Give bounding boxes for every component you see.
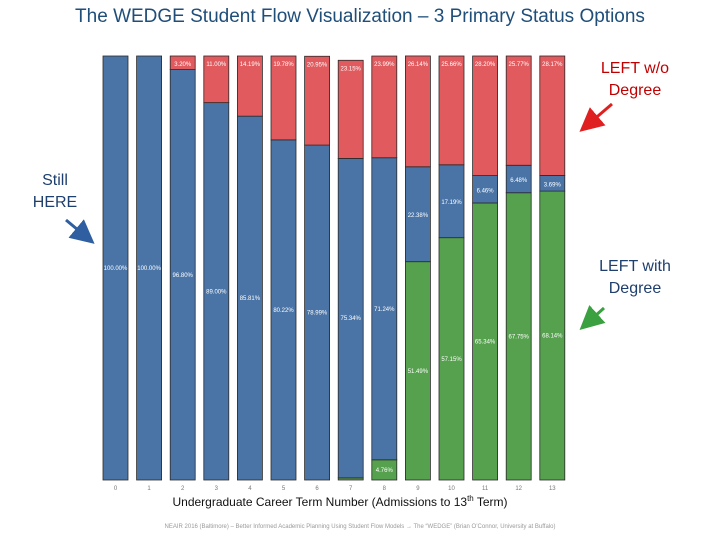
data-label: 25.77% (509, 62, 530, 68)
data-label: 85.81% (240, 296, 261, 302)
x-axis-title-tail: Term) (473, 495, 508, 509)
data-label: 28.17% (542, 62, 563, 68)
bar-segment-without_degree (270, 55, 297, 141)
data-label: 6.48% (510, 178, 528, 184)
annotation-left-wo-degree: LEFT w/o Degree (580, 58, 690, 102)
data-label: 6.46% (477, 188, 495, 194)
bar-segment-still_here (136, 55, 163, 481)
x-tick-label: 5 (282, 486, 286, 492)
x-tick-label: 12 (515, 486, 522, 492)
data-label: 65.34% (475, 339, 496, 345)
arrow-still-here (65, 218, 95, 244)
bar-segment-with_degree (404, 261, 431, 481)
data-label: 100.00% (104, 266, 128, 272)
data-label: 20.95% (307, 62, 328, 68)
x-axis-title: Undergraduate Career Term Number (Admiss… (100, 494, 580, 509)
x-tick-label: 1 (147, 486, 151, 492)
bar-segment-without_degree (304, 55, 331, 146)
annotation-still-here: Still HERE (0, 170, 110, 214)
bar-segment-still_here (102, 55, 129, 481)
data-label: 67.75% (509, 334, 530, 340)
data-labels-layer: 100.00% 100.00% 96.80% 3.20% 89.00% 11.00% 85.… (104, 62, 563, 474)
x-tick-label: 4 (248, 486, 252, 492)
data-label: 78.99% (307, 311, 328, 317)
data-label: 23.15% (341, 66, 362, 72)
bar-segment-with_degree (505, 192, 532, 481)
x-tick-label: 8 (383, 486, 387, 492)
annotation-line: Degree (608, 280, 662, 297)
annotation-line: Degree (608, 82, 662, 99)
x-tick-label: 3 (215, 486, 219, 492)
bar-segment-still_here (371, 157, 398, 461)
bar-segment-without_degree (337, 59, 364, 159)
slide-title: The WEDGE Student Flow Visualization – 3… (75, 6, 645, 27)
data-label: 17.19% (441, 200, 462, 206)
bar-segment-without_degree (505, 55, 532, 166)
bar-segment-without_degree (539, 55, 566, 176)
data-label: 89.00% (206, 289, 227, 295)
data-label: 23.99% (374, 62, 395, 68)
data-label: 28.20% (475, 62, 496, 68)
x-tick-label: 11 (482, 486, 489, 492)
bar-segment-still_here (304, 144, 331, 481)
data-label: 22.38% (408, 213, 429, 219)
bar-segment-without_degree (169, 55, 196, 70)
arrow-left-wo-degree (579, 102, 613, 132)
data-label: 68.14% (542, 334, 563, 340)
data-label: 14.19% (240, 62, 261, 68)
bar-segment-without_degree (371, 55, 398, 159)
data-label: 71.24% (374, 307, 395, 313)
bar-segment-without_degree (438, 55, 465, 166)
x-tick-label: 6 (315, 486, 319, 492)
annotation-line: LEFT with (599, 258, 671, 275)
annotation-line: HERE (32, 194, 78, 211)
data-label: 100.00% (137, 266, 161, 272)
x-tick-label: 0 (114, 486, 118, 492)
bar-segment-still_here (404, 166, 431, 263)
bar-segment-with_degree (539, 190, 566, 481)
bar-segment-without_degree (404, 55, 431, 168)
bar-segment-still_here (505, 164, 532, 194)
annotation-left-with-degree: LEFT with Degree (580, 256, 690, 300)
bar-segment-without_degree (236, 55, 263, 117)
data-label: 96.80% (173, 273, 194, 279)
bar-segment-still_here (236, 115, 263, 481)
annotation-line: LEFT w/o (600, 60, 670, 77)
data-label: 51.49% (408, 369, 429, 375)
bar-segment-still_here (169, 69, 196, 481)
bar-segment-still_here (438, 164, 465, 239)
bar-segment-with_degree (438, 237, 465, 481)
x-axis-title-sup: th (467, 494, 474, 503)
x-tick-label: 10 (448, 486, 455, 492)
data-label: 19.78% (273, 62, 294, 68)
data-label: 3.20% (174, 62, 192, 68)
annotation-line: Still (42, 172, 68, 189)
x-tick-label: 9 (416, 486, 420, 492)
data-label: 4.76% (376, 468, 394, 474)
data-label: 11.00% (206, 62, 227, 68)
footer-note: NEAIR 2016 (Baltimore) – Better Informed… (164, 524, 556, 530)
x-tick-label: 13 (549, 486, 556, 492)
arrow-left-with-degree (579, 305, 606, 331)
bar-segment-still_here (337, 158, 364, 479)
data-label: 80.22% (273, 308, 294, 314)
data-label: 57.15% (441, 357, 462, 363)
bar-segment-without_degree (472, 55, 499, 176)
x-tick-label: 2 (181, 486, 185, 492)
data-label: 75.34% (341, 316, 362, 322)
bar-segment-without_degree (203, 55, 230, 104)
data-label: 25.66% (441, 62, 462, 68)
x-axis-title-main: Undergraduate Career Term Number (Admiss… (172, 495, 468, 509)
x-tick-labels: 0 1 2 3 4 5 6 7 8 9 10 11 12 13 (114, 486, 556, 492)
x-tick-label: 7 (349, 486, 353, 492)
data-label: 26.14% (408, 62, 429, 68)
bars-layer (102, 55, 566, 481)
data-label: 3.69% (544, 182, 562, 188)
bar-segment-with_degree (472, 202, 499, 481)
